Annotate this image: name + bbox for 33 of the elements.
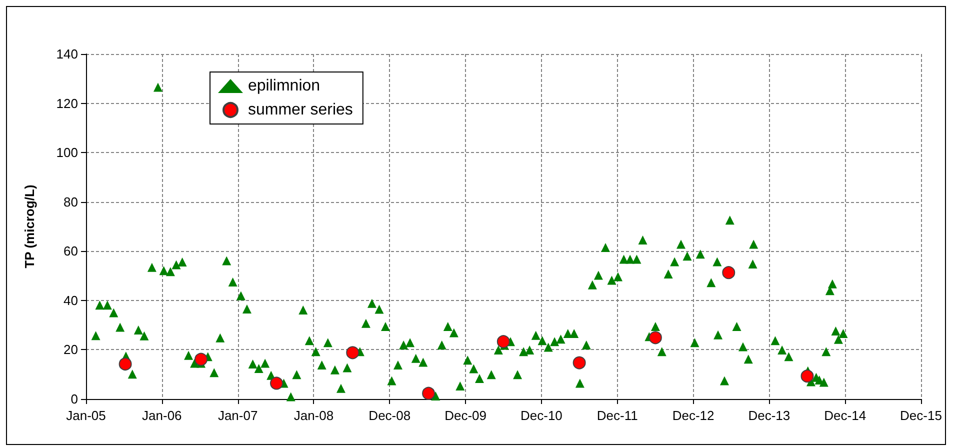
point — [270, 376, 283, 390]
x-tick-label: Jan-07 — [218, 408, 258, 423]
y-tick-label: 140 — [56, 46, 78, 62]
x-tick-label: Dec-15 — [900, 408, 942, 423]
x-tick-label: Dec-13 — [748, 408, 790, 423]
legend-label: summer series — [248, 102, 353, 118]
x-tick-label: Dec-09 — [444, 408, 487, 423]
y-axis-title: TP (microg/L) — [22, 184, 37, 268]
y-tick-label: 80 — [64, 194, 78, 210]
point — [648, 331, 662, 344]
x-tick-label: Dec-08 — [368, 408, 411, 423]
x-tick-label: Dec-11 — [596, 408, 638, 423]
point — [800, 370, 814, 383]
x-tick-label: Jan-05 — [66, 408, 106, 423]
point — [422, 386, 436, 400]
y-tick-label: 100 — [56, 145, 78, 160]
point — [194, 352, 208, 366]
x-tick-label: Dec-10 — [520, 408, 562, 423]
x-tick-label: Jan-06 — [142, 408, 182, 423]
point — [722, 266, 736, 280]
y-tick-label: 40 — [64, 292, 78, 308]
y-tick-label: 20 — [64, 342, 78, 358]
y-tick-label: 60 — [64, 244, 78, 259]
y-tick-label: 0 — [70, 392, 78, 406]
legend-label: epilimnion — [248, 78, 320, 94]
x-tick-label: Jan-08 — [294, 408, 334, 423]
y-tick-label: 120 — [56, 96, 78, 111]
point — [118, 358, 132, 371]
x-tick-label: Dec-12 — [672, 408, 714, 423]
point — [572, 356, 586, 370]
point — [346, 346, 360, 360]
point — [496, 335, 510, 348]
x-tick-label: Dec-14 — [824, 408, 866, 423]
